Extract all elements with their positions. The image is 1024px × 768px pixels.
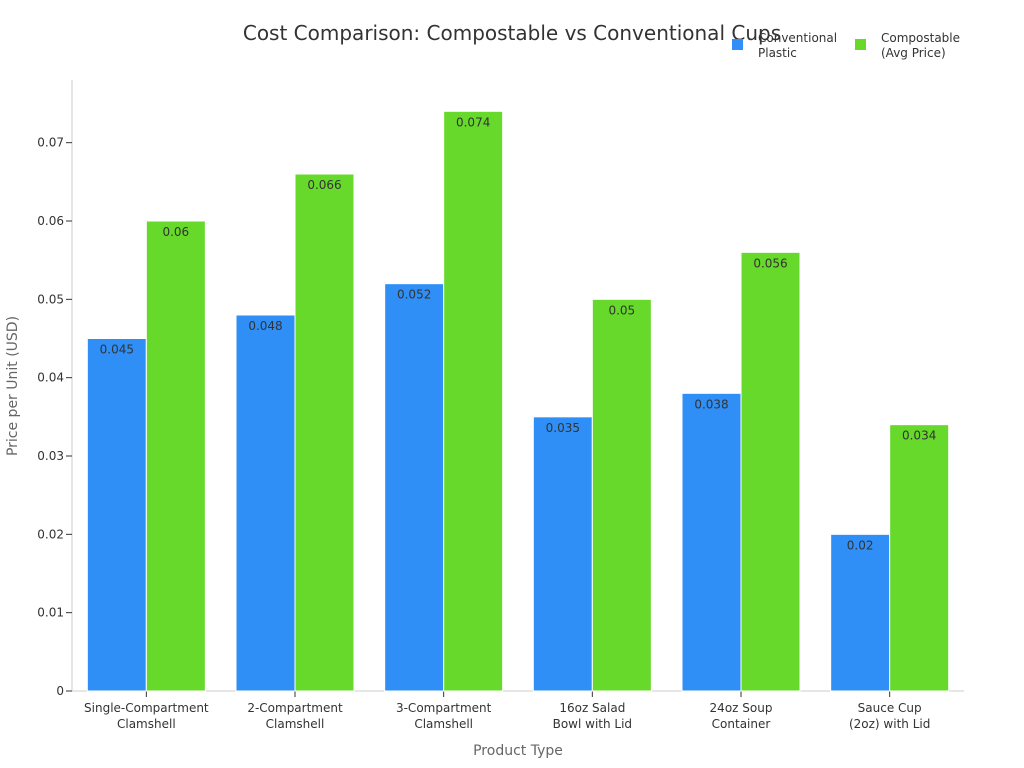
x-tick-label-line: 24oz Soup: [710, 701, 773, 715]
data-label: 0.034: [902, 429, 936, 443]
data-label: 0.05: [608, 303, 635, 317]
data-label: 0.035: [546, 421, 580, 435]
bar-compostable: [145, 220, 206, 692]
data-label: 0.048: [248, 319, 282, 333]
data-label: 0.066: [307, 178, 341, 192]
data-label: 0.045: [100, 343, 134, 357]
y-tick-label: 0.05: [37, 292, 64, 306]
x-tick-label: 16oz Salad Bowl with Lid: [553, 701, 632, 731]
x-tick-label-line: Single-Compartment: [84, 701, 209, 715]
bar-conventional: [532, 416, 593, 692]
y-tick-label: 0.03: [37, 449, 64, 463]
axes: 0 0.01 0.02 0.03 0.04 0.05 0.06 0.07 Single-Comp…: [37, 80, 964, 731]
x-tick-label: 24oz Soup Container: [710, 701, 773, 731]
x-tick-label-line: Clamshell: [414, 717, 473, 731]
bar-compostable: [443, 110, 504, 692]
legend: Conventional Plastic Compostable (Avg Price…: [732, 31, 960, 60]
y-tick-label: 0.04: [37, 371, 64, 385]
bar-compostable: [294, 173, 355, 692]
legend-label-line: Plastic: [758, 46, 797, 60]
bar-conventional: [830, 533, 891, 692]
bar-conventional: [235, 314, 296, 692]
bar-conventional: [384, 283, 445, 692]
x-tick-label-line: Bowl with Lid: [553, 717, 632, 731]
x-tick-label-line: 2-Compartment: [247, 701, 343, 715]
x-tick-label: 2-Compartment Clamshell: [247, 701, 343, 731]
x-tick-label-line: 16oz Salad: [559, 701, 625, 715]
data-label: 0.074: [456, 115, 490, 129]
legend-label: Compostable (Avg Price): [881, 31, 960, 60]
y-axis-title: Price per Unit (USD): [5, 316, 21, 456]
legend-swatch: [732, 39, 743, 50]
y-tick-label: 0.02: [37, 527, 64, 541]
data-label: 0.056: [753, 256, 787, 270]
x-tick-label-line: (2oz) with Lid: [849, 717, 930, 731]
data-label: 0.038: [694, 397, 728, 411]
data-label: 0.06: [162, 225, 189, 239]
bar-conventional: [681, 392, 742, 692]
legend-swatch: [855, 39, 866, 50]
y-tick-label: 0.01: [37, 606, 64, 620]
data-labels: 0.045 0.06 0.048 0.066 0.052 0.074 0.035 0.05 0.…: [100, 115, 937, 552]
bar-conventional: [86, 338, 147, 692]
y-tick-label: 0: [56, 684, 64, 698]
x-tick-label-line: 3-Compartment: [396, 701, 492, 715]
x-tick-label-line: Clamshell: [117, 717, 176, 731]
bar-compostable: [889, 424, 950, 692]
x-tick-label: Single-Compartment Clamshell: [84, 701, 209, 731]
x-axis-title: Product Type: [473, 743, 563, 759]
data-label: 0.02: [847, 538, 874, 552]
legend-label: Conventional Plastic: [758, 31, 837, 60]
legend-label-line: Compostable: [881, 31, 960, 45]
bar-compostable: [591, 298, 652, 692]
x-tick-label: 3-Compartment Clamshell: [396, 701, 492, 731]
legend-label-line: (Avg Price): [881, 46, 946, 60]
y-tick-label: 0.06: [37, 214, 64, 228]
data-label: 0.052: [397, 288, 431, 302]
bars: [86, 110, 950, 692]
x-tick-label-line: Container: [712, 717, 771, 731]
chart-title: Cost Comparison: Compostable vs Conventi…: [243, 21, 781, 45]
x-tick-label-line: Sauce Cup: [858, 701, 922, 715]
x-tick-label: Sauce Cup (2oz) with Lid: [849, 701, 930, 731]
x-tick-label-line: Clamshell: [266, 717, 325, 731]
legend-label-line: Conventional: [758, 31, 837, 45]
bar-compostable: [740, 251, 801, 692]
y-tick-label: 0.07: [37, 136, 64, 150]
